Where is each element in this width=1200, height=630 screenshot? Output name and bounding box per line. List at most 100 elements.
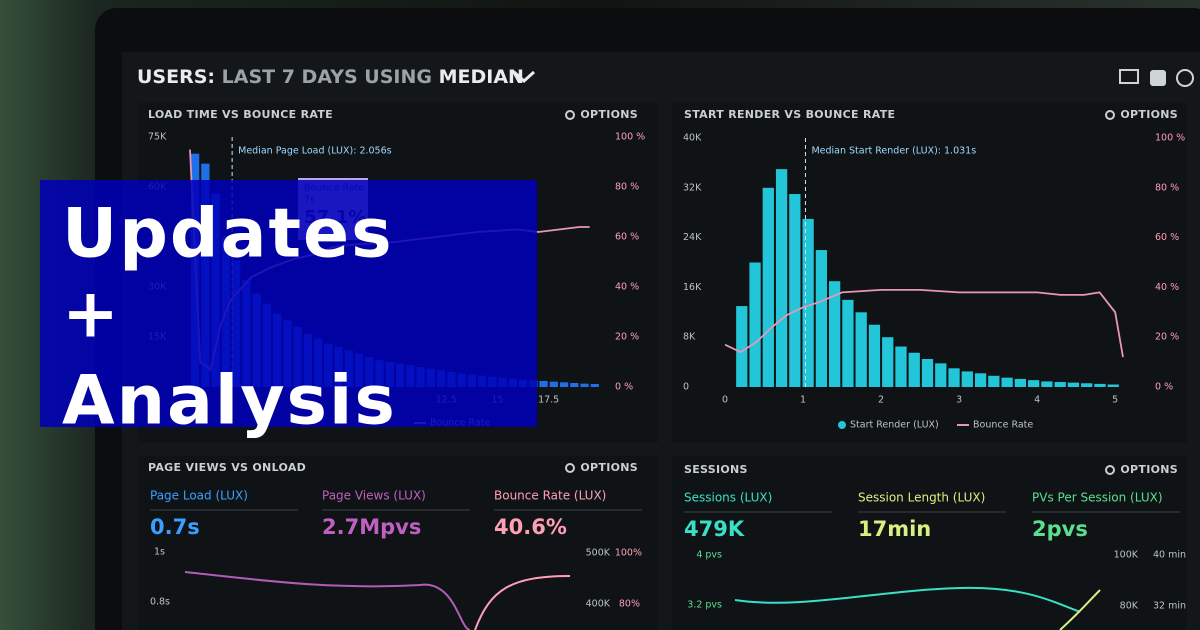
bar bbox=[749, 262, 761, 387]
axis-label: 3.2 pvs bbox=[687, 600, 722, 611]
gear-icon bbox=[1105, 110, 1115, 120]
y2-tick-label: 0 % bbox=[1155, 382, 1173, 393]
curve bbox=[184, 571, 471, 630]
bar bbox=[1081, 383, 1093, 387]
bar bbox=[842, 299, 854, 387]
header-part: USING bbox=[364, 66, 432, 88]
bar bbox=[1054, 382, 1066, 387]
y-tick-label: 24K bbox=[683, 232, 702, 243]
metric-label: PVs Per Session (LUX) bbox=[1032, 491, 1163, 505]
panel-title: PAGE VIEWS VS ONLOAD bbox=[148, 461, 306, 474]
metric-value: 2pvs bbox=[1032, 517, 1088, 541]
bar bbox=[908, 352, 920, 387]
metric-label: Page Views (LUX) bbox=[322, 489, 426, 503]
overlay-line: + bbox=[62, 275, 121, 354]
y-tick-label: 40K bbox=[683, 133, 702, 144]
chevron[interactable] bbox=[512, 70, 536, 84]
annotation: Median Page Load (LUX): 2.056s bbox=[238, 146, 392, 157]
y2-tick-label: 100 % bbox=[1155, 133, 1185, 144]
metric-label: Bounce Rate (LUX) bbox=[494, 489, 606, 503]
bar bbox=[1067, 382, 1080, 387]
options: OPTIONS bbox=[580, 108, 638, 121]
bar bbox=[868, 324, 881, 387]
bar bbox=[1107, 384, 1119, 387]
legend-swatch bbox=[838, 421, 846, 429]
bar bbox=[775, 169, 788, 387]
gear-icon bbox=[565, 110, 575, 120]
bar bbox=[988, 375, 1000, 387]
bar bbox=[948, 368, 960, 387]
bar bbox=[921, 358, 934, 387]
x-tick-label: 5 bbox=[1112, 395, 1118, 406]
legend-label: Bounce Rate bbox=[973, 420, 1033, 431]
panel-title: START RENDER VS BOUNCE RATE bbox=[684, 108, 895, 121]
axis-label: 100K bbox=[1114, 550, 1139, 561]
bar bbox=[1028, 380, 1040, 387]
bar bbox=[580, 383, 589, 387]
y2-tick-label: 80 % bbox=[615, 182, 639, 193]
overlay-box bbox=[40, 180, 537, 427]
x-tick-label: 2 bbox=[878, 395, 884, 406]
x-tick-label: 3 bbox=[956, 395, 962, 406]
y-tick-label: 75K bbox=[148, 132, 167, 143]
curve bbox=[1059, 589, 1101, 630]
y2-tick-label: 20 % bbox=[615, 332, 639, 343]
y2-tick-label: 100 % bbox=[615, 132, 645, 143]
axis-label: 4 pvs bbox=[696, 550, 722, 561]
bar bbox=[549, 381, 558, 387]
metric-value: 0.7s bbox=[150, 515, 200, 539]
bounce-line bbox=[724, 288, 1124, 358]
y2-tick-label: 60 % bbox=[1155, 232, 1179, 243]
axis-label: 400K bbox=[586, 599, 611, 610]
gear-icon bbox=[565, 463, 575, 473]
header-part: USERS: bbox=[137, 66, 215, 88]
y2-tick-label: 40 % bbox=[615, 282, 639, 293]
overlay-line: Updates bbox=[62, 195, 394, 274]
bar bbox=[590, 384, 599, 387]
bar bbox=[802, 218, 814, 387]
options: OPTIONS bbox=[580, 461, 638, 474]
axis-label: 80% bbox=[619, 599, 640, 610]
y2-tick-label: 0 % bbox=[615, 382, 633, 393]
bar bbox=[1014, 378, 1027, 387]
y2-tick-label: 80 % bbox=[1155, 182, 1179, 193]
bar bbox=[829, 281, 841, 387]
curve bbox=[734, 586, 1081, 613]
y2-tick-label: 40 % bbox=[1155, 282, 1179, 293]
bar bbox=[815, 250, 828, 387]
metric-value: 2.7Mpvs bbox=[322, 515, 421, 539]
axis-label: 1s bbox=[154, 547, 165, 558]
gear-icon bbox=[1105, 465, 1115, 475]
icon[interactable] bbox=[1150, 70, 1166, 86]
metric-value: 40.6% bbox=[494, 515, 567, 539]
bar bbox=[882, 337, 894, 387]
bar bbox=[974, 373, 987, 387]
metric-value: 479K bbox=[684, 517, 745, 541]
axis-label: 40 min bbox=[1153, 550, 1186, 561]
bar bbox=[559, 382, 569, 387]
bar bbox=[736, 306, 748, 387]
x-tick-label: 1 bbox=[800, 395, 806, 406]
metric-label: Sessions (LUX) bbox=[684, 491, 772, 505]
y2-tick-label: 20 % bbox=[1155, 332, 1179, 343]
axis-label: 100% bbox=[615, 548, 642, 559]
bottom-panels: PAGE VIEWS VS ONLOAD OPTIONS Page Load (LU… bbox=[148, 461, 1186, 612]
panel-title: LOAD TIME VS BOUNCE RATE bbox=[148, 108, 333, 121]
x-tick-label: 0 bbox=[722, 395, 728, 406]
options: OPTIONS bbox=[1120, 108, 1178, 121]
curve bbox=[474, 575, 571, 630]
bar bbox=[961, 371, 973, 387]
y-tick-label: 0 bbox=[683, 382, 689, 393]
panel-bg bbox=[138, 456, 658, 630]
icon[interactable] bbox=[1119, 69, 1139, 84]
panel-title: SESSIONS bbox=[684, 463, 748, 476]
header-part: LAST 7 DAYS bbox=[222, 66, 358, 88]
axis-label: 80K bbox=[1120, 601, 1139, 612]
icon[interactable] bbox=[1176, 69, 1194, 87]
header-part: MEDIAN bbox=[439, 66, 524, 88]
annotation: Median Start Render (LUX): 1.031s bbox=[811, 146, 976, 157]
bar bbox=[539, 381, 548, 387]
bar bbox=[789, 194, 801, 387]
